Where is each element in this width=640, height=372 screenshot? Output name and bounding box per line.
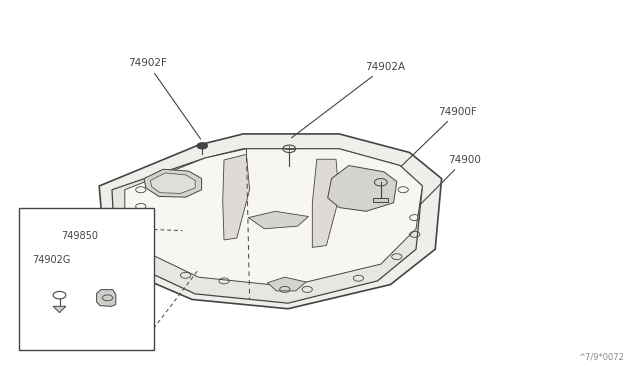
- Polygon shape: [248, 211, 308, 229]
- Polygon shape: [312, 159, 339, 247]
- Circle shape: [197, 143, 207, 149]
- Text: 74902F: 74902F: [128, 58, 201, 139]
- Polygon shape: [99, 134, 442, 309]
- Polygon shape: [112, 149, 422, 303]
- Polygon shape: [144, 169, 202, 197]
- Text: 74902G: 74902G: [32, 256, 70, 265]
- Polygon shape: [53, 306, 66, 312]
- Polygon shape: [150, 173, 195, 193]
- Text: ^7/9*0072: ^7/9*0072: [578, 353, 624, 362]
- Text: 749850: 749850: [61, 231, 98, 241]
- Polygon shape: [328, 166, 397, 211]
- Polygon shape: [125, 149, 422, 286]
- Polygon shape: [97, 290, 116, 307]
- Text: 74902A: 74902A: [291, 62, 405, 138]
- Bar: [373, 198, 388, 202]
- Bar: [19, 208, 154, 350]
- Text: 74900: 74900: [415, 155, 481, 210]
- Polygon shape: [268, 277, 306, 291]
- Text: 74900F: 74900F: [383, 107, 477, 184]
- Polygon shape: [223, 154, 250, 240]
